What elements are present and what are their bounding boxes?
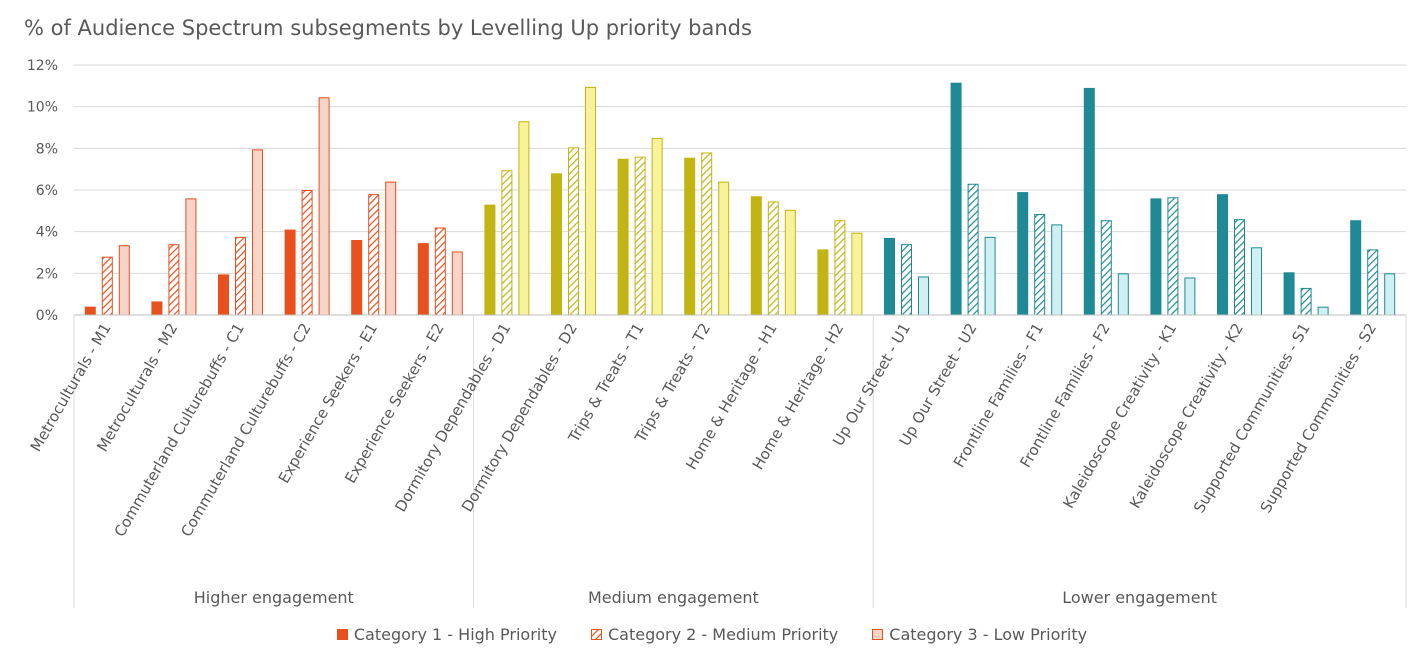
x-axis-group-labels: Higher engagement Medium engagement Lower … (194, 588, 1217, 607)
bar-series-3 (118, 245, 130, 316)
bar-series-1 (1017, 192, 1029, 315)
bar-series-1 (1283, 272, 1295, 315)
legend-item-category-1: Category 1 - High Priority (336, 624, 557, 644)
bar-series-2 (235, 236, 246, 316)
x-tick-label: Dormitory Dependables - D1 (391, 320, 514, 515)
bar-series-1 (284, 229, 296, 315)
group-label: Higher engagement (194, 588, 354, 607)
bar-series-3 (585, 86, 596, 316)
bar-series-1 (617, 158, 629, 315)
bar-series-3 (784, 209, 796, 316)
bar-series-3 (318, 97, 330, 316)
bar-series-3 (518, 121, 530, 316)
y-tick-label: 0% (36, 308, 58, 324)
bar-series-2 (967, 183, 979, 316)
y-tick-label: 12% (27, 58, 58, 74)
chart-title: % of Audience Spectrum subsegments by Le… (24, 16, 752, 40)
bar-series-1 (1217, 194, 1228, 315)
bar-series-3 (252, 149, 263, 316)
legend: Category 1 - High Priority Category 2 - … (0, 621, 1424, 647)
x-tick-label: Supported Communities - S2 (1257, 320, 1381, 516)
bar-series-1 (684, 157, 696, 315)
bar-series-3 (185, 198, 197, 316)
y-tick-label: 6% (36, 183, 58, 199)
bar-series-2 (434, 227, 446, 316)
bar-series-2 (168, 244, 180, 316)
gridlines (74, 64, 1406, 274)
bar-series-1 (1083, 87, 1095, 316)
bar-series-3 (1051, 224, 1063, 316)
x-tick-label: Commuterland Culturebuffs - C2 (177, 320, 314, 540)
bar-series-1 (884, 237, 895, 315)
bar-series-2 (1367, 249, 1379, 316)
bar-series-2 (1300, 287, 1312, 316)
bar-series-2 (301, 190, 313, 316)
bar-series-1 (417, 243, 429, 315)
bar-series-1 (218, 274, 229, 315)
bar-series-3 (918, 276, 929, 316)
legend-label-category-3: Category 3 - Low Priority (889, 624, 1088, 644)
bar-series-3 (1117, 273, 1129, 316)
bar-series-2 (1167, 197, 1179, 316)
x-tick-label: Kaleidoscope Creativity - K1 (1059, 320, 1180, 511)
bar-series-2 (1234, 219, 1245, 316)
bar-series-1 (84, 306, 96, 315)
bar-series-2 (634, 156, 646, 316)
bar-series-3 (1251, 247, 1262, 316)
bar-series-3 (651, 137, 663, 316)
bar-series-1 (151, 301, 163, 315)
bar-series-2 (701, 152, 713, 316)
bar-series-1 (750, 196, 762, 315)
bar-series-1 (484, 204, 496, 315)
bar-series-2 (1034, 213, 1046, 316)
bar-series-1 (817, 249, 829, 315)
bar-series-2 (368, 194, 380, 316)
bar-series-2 (834, 220, 846, 316)
bar-series-3 (851, 232, 863, 316)
bar-series-2 (568, 147, 579, 316)
bar-series-3 (1184, 277, 1196, 316)
x-tick-label: Dormitory Dependables - D2 (458, 320, 581, 515)
legend-swatch-light (872, 628, 884, 640)
bar-series-2 (501, 170, 513, 316)
legend-swatch-solid (336, 628, 348, 640)
bar-series-1 (950, 82, 962, 315)
bar-series-3 (1384, 273, 1396, 316)
legend-label-category-1: Category 1 - High Priority (353, 624, 557, 644)
bar-series-1 (551, 173, 562, 315)
bar-series-2 (767, 201, 779, 316)
legend-label-category-2: Category 2 - Medium Priority (607, 624, 839, 644)
x-tick-label: Trips & Treats - T1 (564, 320, 647, 446)
group-label: Lower engagement (1062, 588, 1217, 607)
bar-series-1 (1350, 220, 1362, 315)
y-tick-label: 4% (36, 225, 58, 241)
x-tick-label: Supported Communities - S1 (1190, 320, 1314, 516)
x-tick-label: Trips & Treats - T2 (631, 320, 714, 446)
y-tick-label: 10% (27, 100, 58, 116)
bar-series-2 (1100, 220, 1112, 316)
legend-swatch-hatched (590, 628, 602, 640)
group-label: Medium engagement (588, 588, 759, 607)
bar-series-3 (718, 181, 730, 316)
bar-series-2 (101, 256, 113, 316)
x-tick-label: Kaleidoscope Creativity - K2 (1126, 320, 1247, 511)
bar-series-3 (385, 181, 397, 316)
bar-series-3 (984, 236, 996, 316)
bar-series-3 (1317, 306, 1329, 316)
bar-series-1 (351, 240, 363, 315)
legend-item-category-3: Category 3 - Low Priority (872, 625, 1087, 644)
y-tick-label: 8% (36, 141, 58, 157)
bars (84, 82, 1396, 316)
bar-series-2 (901, 244, 912, 316)
bar-series-3 (451, 251, 463, 316)
bar-series-1 (1150, 198, 1162, 315)
y-axis-tick-labels: 0% 2% 4% 6% 8% 10% 12% (27, 58, 58, 324)
x-axis (73, 314, 1407, 608)
legend-item-category-2: Category 2 - Medium Priority (590, 624, 839, 644)
x-tick-label: Commuterland Culturebuffs - C1 (111, 320, 248, 540)
y-tick-label: 2% (36, 266, 58, 282)
